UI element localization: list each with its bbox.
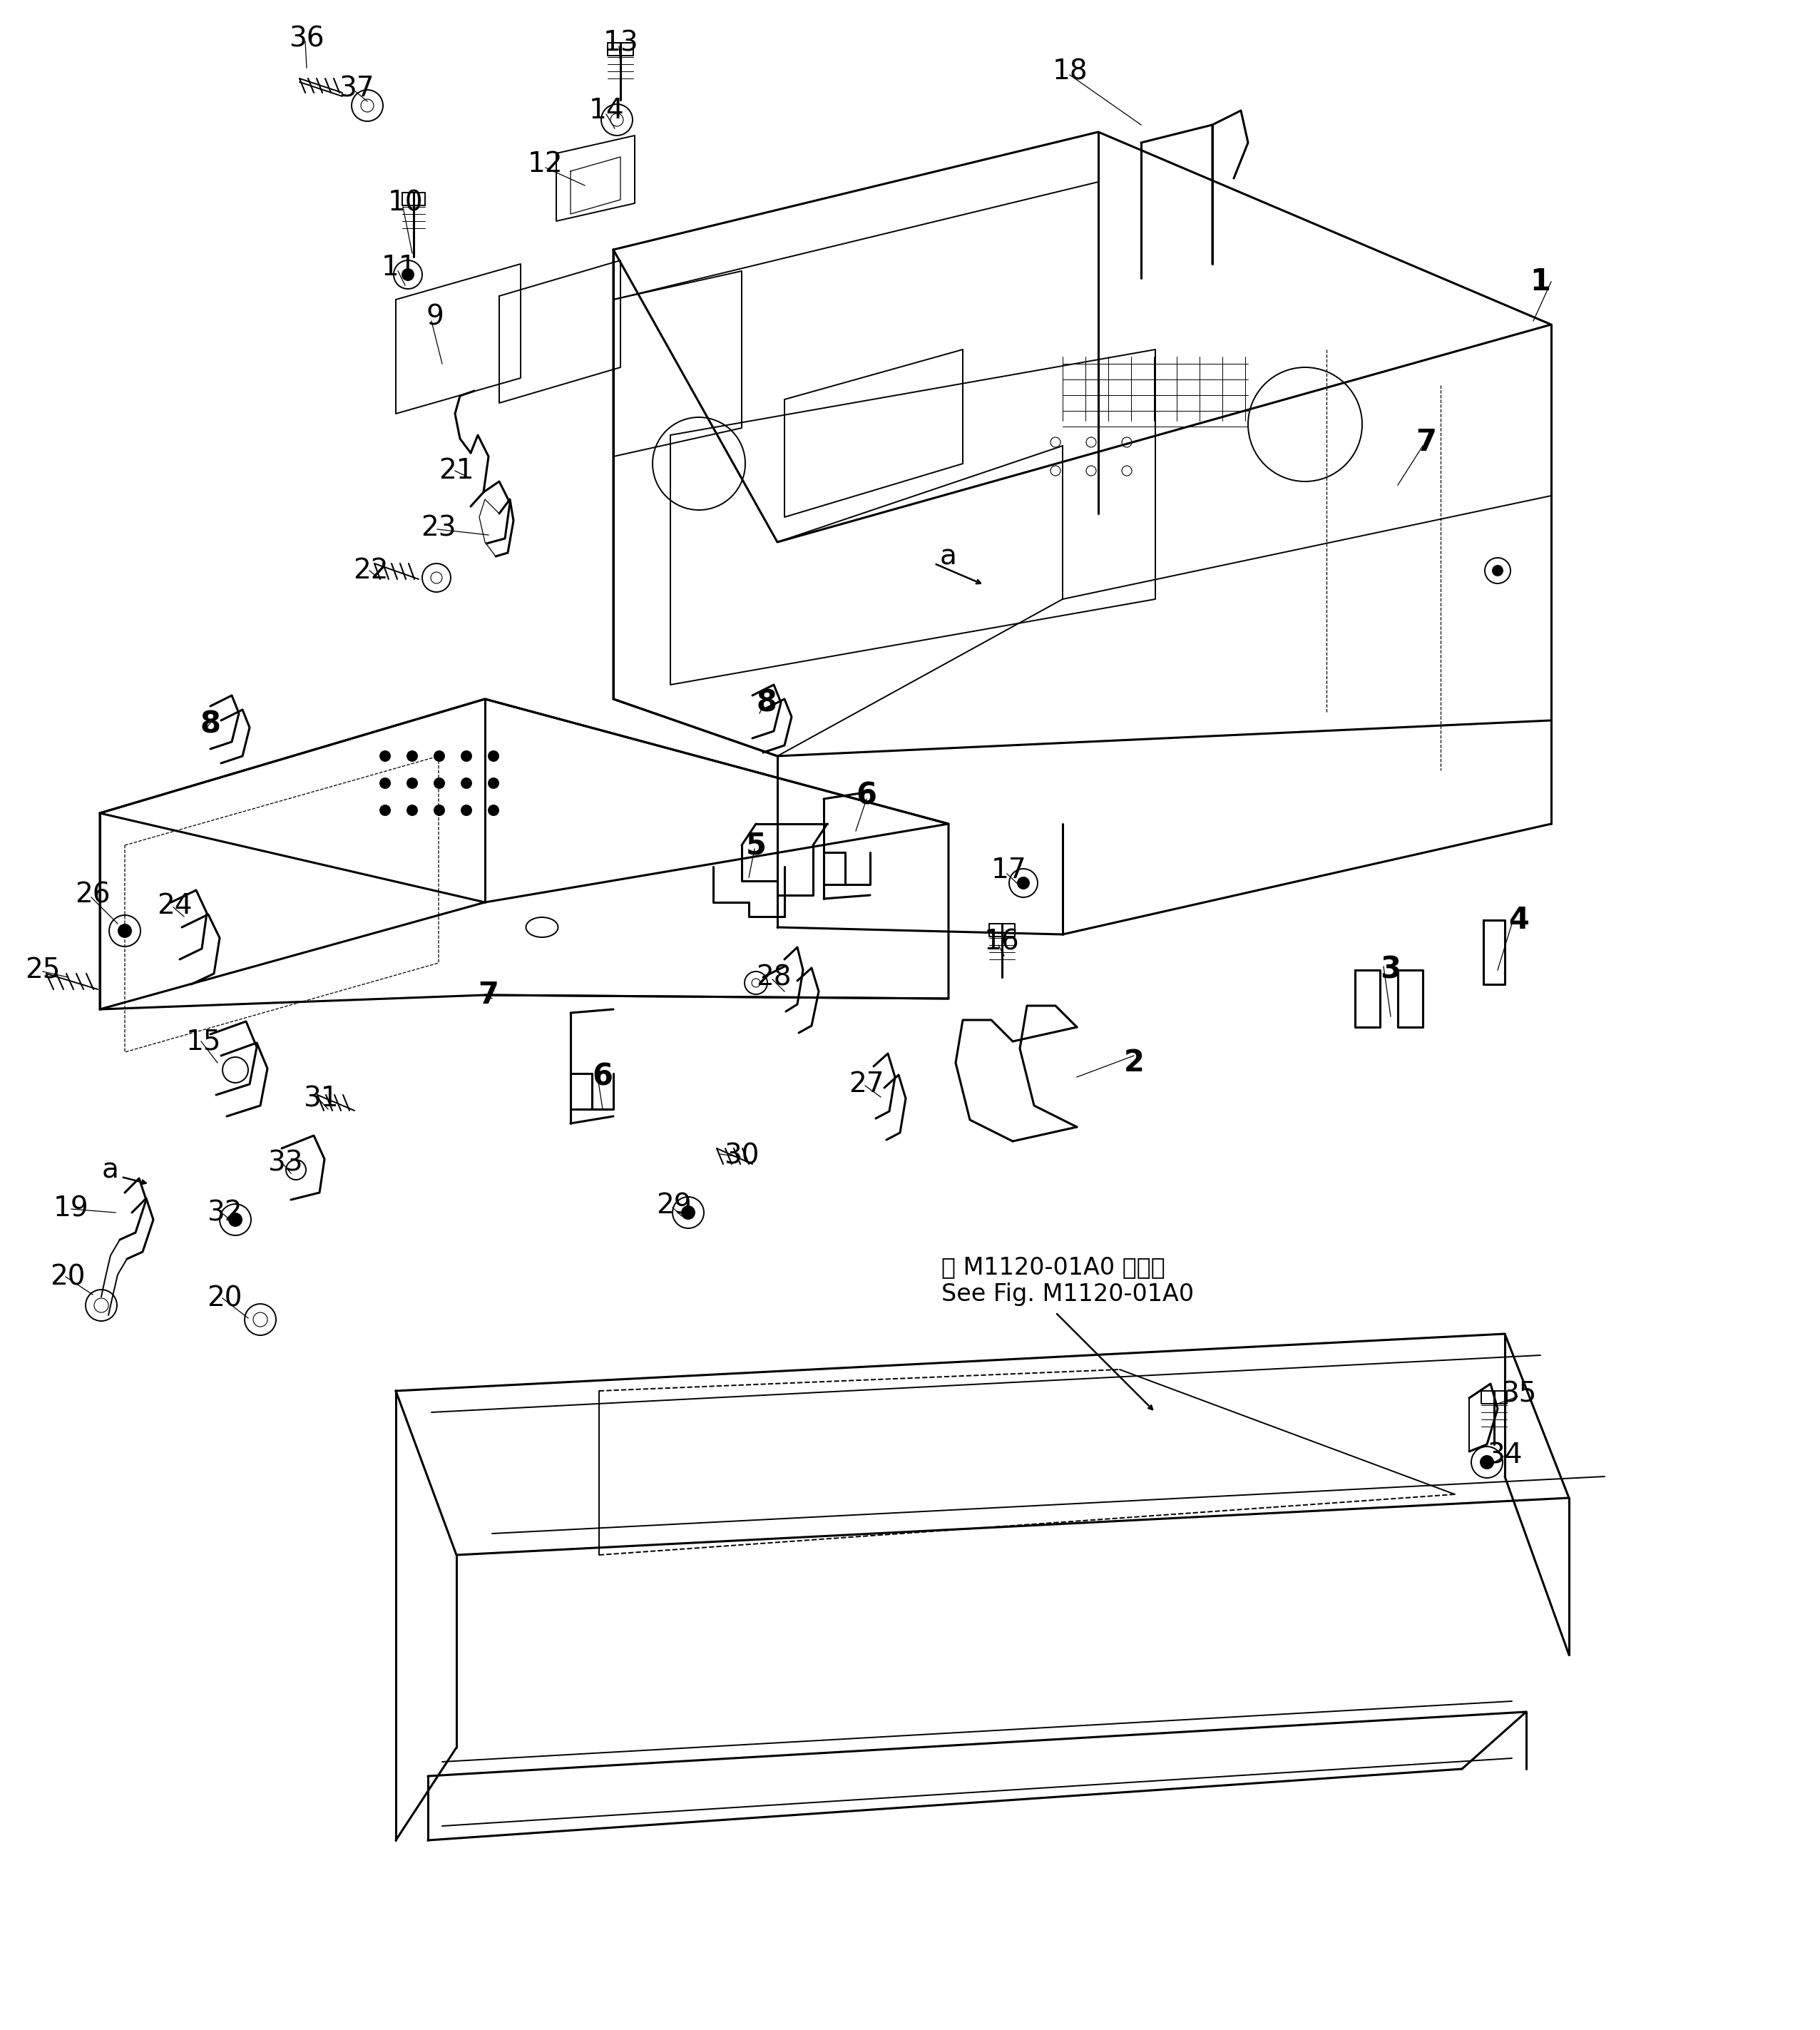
Text: 28: 28	[755, 964, 792, 991]
Text: 20: 20	[207, 1285, 242, 1311]
Text: 25: 25	[25, 956, 60, 985]
Text: 30: 30	[724, 1143, 759, 1169]
Text: 26: 26	[75, 881, 111, 909]
Circle shape	[488, 751, 499, 761]
Circle shape	[408, 777, 417, 788]
Circle shape	[488, 806, 499, 816]
Text: 8: 8	[757, 688, 777, 717]
Circle shape	[402, 268, 413, 280]
Circle shape	[462, 777, 471, 788]
Circle shape	[435, 806, 444, 816]
Text: 8: 8	[200, 708, 220, 739]
Circle shape	[408, 751, 417, 761]
Text: 20: 20	[51, 1263, 86, 1291]
Circle shape	[1492, 566, 1503, 577]
Circle shape	[229, 1214, 242, 1226]
Text: 31: 31	[304, 1084, 339, 1112]
Text: 32: 32	[207, 1200, 242, 1226]
Text: 14: 14	[588, 97, 624, 124]
Text: 27: 27	[848, 1070, 885, 1098]
Text: 第 M1120-01A0 図参照
See Fig. M1120-01A0: 第 M1120-01A0 図参照 See Fig. M1120-01A0	[941, 1255, 1194, 1305]
Text: 36: 36	[289, 26, 324, 53]
Text: 18: 18	[1052, 57, 1087, 85]
Text: 19: 19	[53, 1196, 89, 1222]
Circle shape	[1480, 1456, 1494, 1468]
Circle shape	[435, 751, 444, 761]
Circle shape	[1017, 877, 1028, 889]
Text: 17: 17	[992, 857, 1026, 883]
Circle shape	[462, 751, 471, 761]
Circle shape	[118, 924, 131, 938]
Text: 12: 12	[528, 150, 562, 177]
Text: 2: 2	[1123, 1047, 1145, 1078]
Text: 22: 22	[353, 556, 388, 585]
Text: 9: 9	[426, 304, 444, 331]
Text: 21: 21	[439, 457, 475, 485]
Text: 15: 15	[186, 1027, 220, 1056]
Text: 7: 7	[479, 980, 499, 1011]
Text: 10: 10	[388, 189, 422, 217]
Circle shape	[682, 1206, 695, 1218]
Text: 4: 4	[1509, 905, 1529, 936]
Text: 5: 5	[746, 830, 766, 861]
Text: 6: 6	[592, 1062, 613, 1092]
Text: a: a	[102, 1157, 118, 1183]
Circle shape	[380, 806, 389, 816]
Text: 23: 23	[420, 514, 457, 542]
Text: 3: 3	[1380, 954, 1401, 985]
Text: 24: 24	[157, 893, 193, 920]
Text: 13: 13	[602, 28, 639, 57]
Text: 34: 34	[1487, 1441, 1523, 1468]
Text: 11: 11	[382, 254, 417, 280]
Circle shape	[435, 777, 444, 788]
Text: 7: 7	[1416, 426, 1436, 457]
Text: 1: 1	[1531, 266, 1551, 296]
Circle shape	[488, 777, 499, 788]
Circle shape	[462, 806, 471, 816]
Text: 33: 33	[268, 1149, 302, 1175]
Circle shape	[380, 751, 389, 761]
Circle shape	[408, 806, 417, 816]
Circle shape	[380, 777, 389, 788]
Text: a: a	[939, 542, 957, 570]
Text: 29: 29	[657, 1192, 692, 1218]
Text: 37: 37	[339, 75, 375, 104]
Text: 35: 35	[1502, 1380, 1536, 1409]
Text: 16: 16	[985, 928, 1019, 954]
Text: 6: 6	[855, 780, 877, 810]
